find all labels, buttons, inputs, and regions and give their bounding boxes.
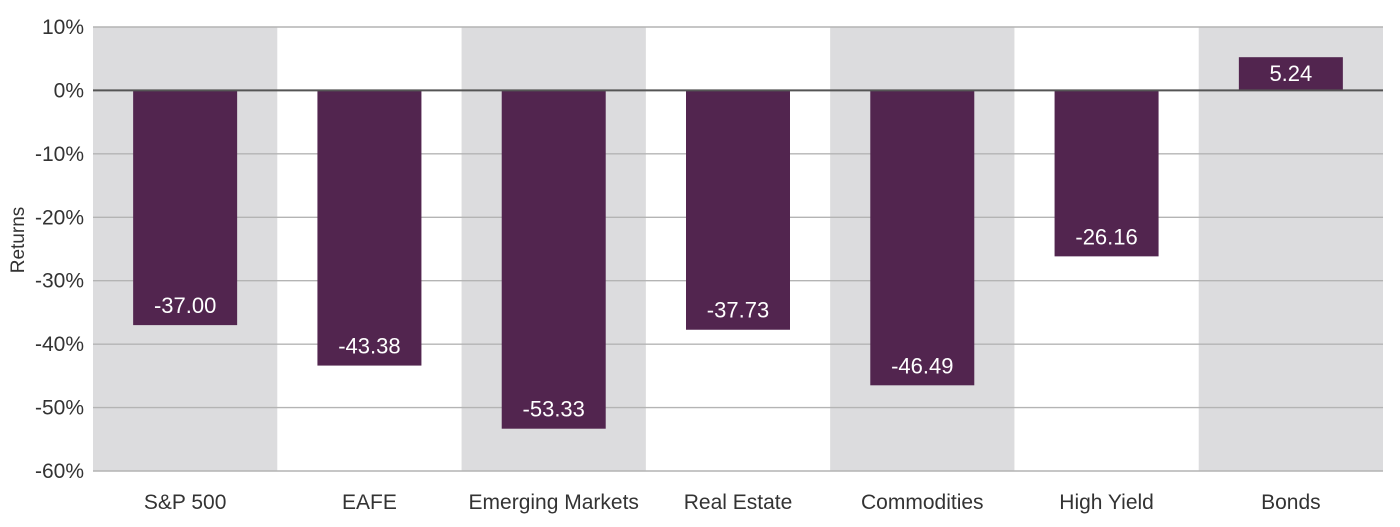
bar — [1238, 57, 1343, 91]
y-tick-label: -50% — [35, 397, 84, 420]
y-tick-label: 10% — [42, 16, 84, 39]
x-category-label: S&P 500 — [144, 491, 227, 514]
data-labels: -37.00 -43.38 -53.33 -37.73 -46.49 -26.16 5.24 — [154, 61, 1312, 422]
y-axis-title: Returns — [8, 207, 29, 274]
bar-value-label: -53.33 — [523, 397, 585, 422]
bars — [133, 57, 1343, 429]
x-category-label: Commodities — [861, 491, 984, 514]
x-category-label: High Yield — [1059, 491, 1154, 514]
x-category-label: EAFE — [342, 491, 397, 514]
bar — [501, 90, 606, 429]
bar — [870, 90, 975, 386]
x-category-label: Emerging Markets — [469, 491, 639, 514]
y-tick-label: -40% — [35, 333, 84, 356]
bar — [133, 90, 238, 326]
bar — [317, 90, 422, 366]
y-tick-label: -10% — [35, 143, 84, 166]
y-tick-label: -20% — [35, 206, 84, 229]
y-axis-ticks: 10% 0% -10% -20% -30% -40% -50% -60% — [35, 16, 84, 483]
y-tick-label: -60% — [35, 460, 84, 483]
bar — [1054, 90, 1159, 257]
bar-value-label: -37.00 — [154, 293, 216, 318]
x-category-label: Real Estate — [684, 491, 793, 514]
x-axis-labels: S&P 500 EAFE Emerging Markets Real Estate Co… — [144, 491, 1321, 514]
y-tick-label: 0% — [54, 79, 84, 102]
x-category-label: Bonds — [1261, 491, 1321, 514]
bar-value-label: -43.38 — [338, 334, 400, 359]
bar-value-label: -46.49 — [891, 353, 953, 378]
y-tick-label: -30% — [35, 270, 84, 293]
bar-value-label: -26.16 — [1075, 224, 1137, 249]
bar-value-label: -37.73 — [707, 298, 769, 323]
category-band — [1198, 27, 1383, 471]
bar-value-label: 5.24 — [1269, 61, 1312, 86]
bar — [686, 90, 790, 330]
